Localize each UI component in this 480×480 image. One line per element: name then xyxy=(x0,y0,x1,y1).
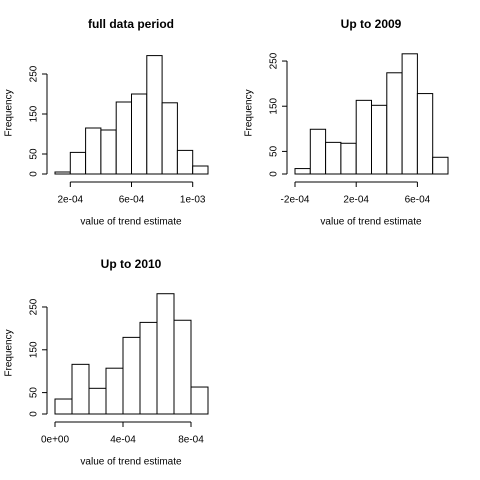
y-tick-label: 50 xyxy=(269,145,280,157)
x-axis-label: value of trend estimate xyxy=(320,217,422,228)
histogram-bar xyxy=(401,53,418,175)
chart-title: Up to 2010 xyxy=(101,257,162,271)
histogram-bar xyxy=(432,156,449,175)
y-tick-label: 150 xyxy=(29,341,40,358)
histogram-bar xyxy=(156,293,175,415)
x-tick-label: 6e-04 xyxy=(405,195,431,206)
y-axis-label: Frequency xyxy=(4,329,15,376)
histogram-bar xyxy=(192,165,209,175)
histogram-bar xyxy=(131,93,148,175)
histogram-bar xyxy=(146,55,163,175)
y-axis-label: Frequency xyxy=(4,89,15,136)
x-axis-label: value of trend estimate xyxy=(80,457,182,468)
histogram-bar xyxy=(176,149,194,175)
y-tick-label: 150 xyxy=(269,97,280,114)
histogram-bar xyxy=(340,142,357,175)
histogram-bar xyxy=(71,363,90,415)
histogram-bar xyxy=(54,398,73,415)
histogram-bar xyxy=(88,387,107,415)
chart-title: Up to 2009 xyxy=(341,17,402,31)
x-tick-label: 8e-04 xyxy=(178,435,204,446)
x-tick-label: 6e-04 xyxy=(119,195,145,206)
y-tick-label: 0 xyxy=(269,171,280,177)
histogram-bar xyxy=(54,171,71,175)
histogram-bar xyxy=(161,102,178,175)
histogram-bar xyxy=(173,319,192,415)
y-tick-label: 50 xyxy=(29,387,40,399)
histogram-bar xyxy=(190,386,209,415)
y-tick-label: 150 xyxy=(29,105,40,122)
histogram-bar xyxy=(294,168,311,175)
x-axis-label: value of trend estimate xyxy=(80,217,182,228)
histogram-bar xyxy=(139,321,158,415)
histogram-bar xyxy=(355,99,373,175)
y-tick-label: 250 xyxy=(29,298,40,315)
histogram-bar xyxy=(371,104,388,175)
histogram-bar xyxy=(100,129,117,175)
x-tick-label: -2e-04 xyxy=(281,195,310,206)
chart-title: full data period xyxy=(88,17,174,31)
x-tick-label: 2e-04 xyxy=(58,195,84,206)
y-tick-label: 0 xyxy=(29,411,40,417)
histogram-bar xyxy=(105,367,124,415)
x-tick-label: 0e+00 xyxy=(41,435,70,446)
y-tick-label: 250 xyxy=(29,65,40,82)
histogram-bar xyxy=(115,101,132,175)
histogram-bar xyxy=(325,141,342,175)
y-tick-label: 250 xyxy=(269,52,280,69)
y-tick-label: 50 xyxy=(29,148,40,160)
x-tick-label: 2e-04 xyxy=(343,195,369,206)
histogram-bar xyxy=(122,336,141,415)
x-tick-label: 1e-03 xyxy=(180,195,206,206)
y-tick-label: 0 xyxy=(29,171,40,177)
y-axis-label: Frequency xyxy=(244,89,255,136)
x-tick-label: 4e-04 xyxy=(110,435,136,446)
histogram-bar xyxy=(309,128,327,175)
histogram-bar xyxy=(69,151,87,175)
histogram-bar xyxy=(85,127,102,175)
histogram-bar xyxy=(416,93,434,175)
histogram-bar xyxy=(386,72,403,175)
